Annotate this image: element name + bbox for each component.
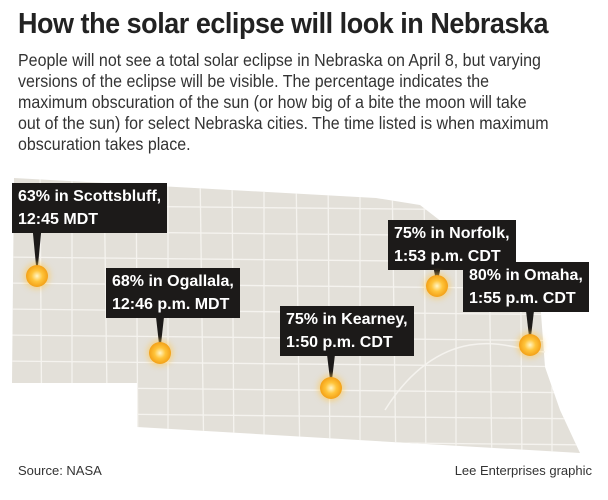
- label-line1: 68% in Ogallala,: [112, 273, 234, 290]
- label-line1: 63% in Scottsbluff,: [18, 188, 162, 205]
- label-line2: 1:55 p.m. CDT: [469, 290, 576, 307]
- city-label-omaha: 80% in Omaha, 1:55 p.m. CDT: [463, 262, 589, 312]
- city-label-kearney: 75% in Kearney, 1:50 p.m. CDT: [280, 306, 414, 356]
- label-line1: 75% in Kearney,: [286, 311, 408, 328]
- label-line2: 1:50 p.m. CDT: [286, 334, 393, 351]
- county-line: [12, 360, 580, 368]
- source: Source: NASA: [18, 463, 102, 478]
- city-label-norfolk: 75% in Norfolk, 1:53 p.m. CDT: [388, 220, 516, 270]
- pointer: [432, 260, 442, 286]
- pointer: [32, 223, 42, 276]
- credit: Lee Enterprises graphic: [454, 463, 592, 478]
- label-line1: 80% in Omaha,: [469, 267, 583, 284]
- county-line: [584, 170, 588, 470]
- city-marker-kearney: [320, 377, 342, 399]
- pointer: [525, 302, 535, 345]
- title: How the solar eclipse will look in Nebra…: [18, 8, 549, 40]
- county-line: [231, 178, 235, 453]
- label-line1: 75% in Norfolk,: [394, 225, 510, 242]
- label-line2: 12:46 p.m. MDT: [112, 296, 230, 313]
- label-line2: 12:45 MDT: [18, 211, 99, 228]
- label-line2: 1:53 p.m. CDT: [394, 248, 501, 265]
- pointer: [155, 308, 165, 353]
- city-marker-scottsbluff: [26, 265, 48, 287]
- description: People will not see a total solar eclips…: [18, 50, 549, 154]
- city-label-scottsbluff: 63% in Scottsbluff, 12:45 MDT: [12, 183, 168, 233]
- city-marker-omaha: [519, 334, 541, 356]
- city-marker-norfolk: [426, 275, 448, 297]
- city-marker-ogallala: [149, 342, 171, 364]
- pointer: [326, 346, 336, 388]
- city-label-ogallala: 68% in Ogallala, 12:46 p.m. MDT: [106, 268, 240, 318]
- county-line: [199, 178, 205, 453]
